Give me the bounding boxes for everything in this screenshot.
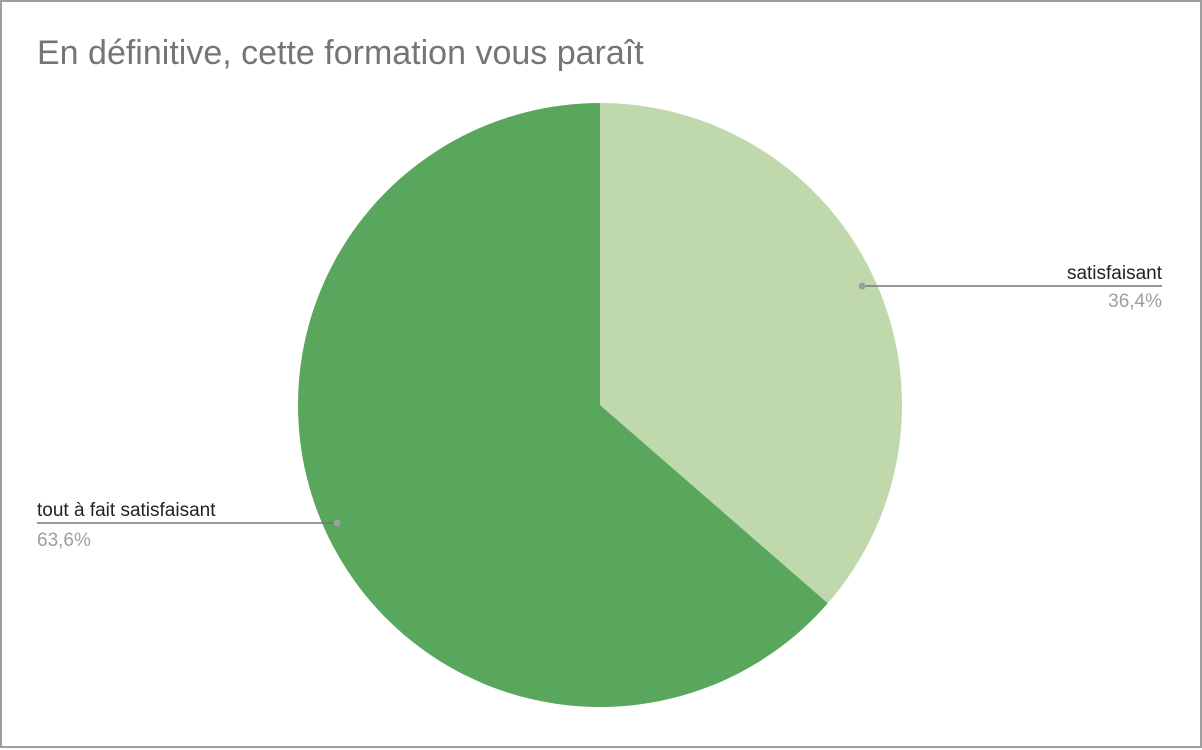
slice-label: tout à fait satisfaisant (37, 500, 216, 521)
pie-slice-satisfaisant (600, 103, 902, 604)
leader-dot (333, 519, 341, 527)
slice-percentage: 63,6% (37, 530, 91, 551)
slice-label: satisfaisant (1067, 263, 1163, 284)
leader-dot (858, 282, 866, 290)
chart-title: En définitive, cette formation vous para… (37, 34, 644, 72)
pie-slice-tout-fait-satisfaisant (297, 103, 828, 707)
slice-percentage: 36,4% (1108, 291, 1162, 312)
